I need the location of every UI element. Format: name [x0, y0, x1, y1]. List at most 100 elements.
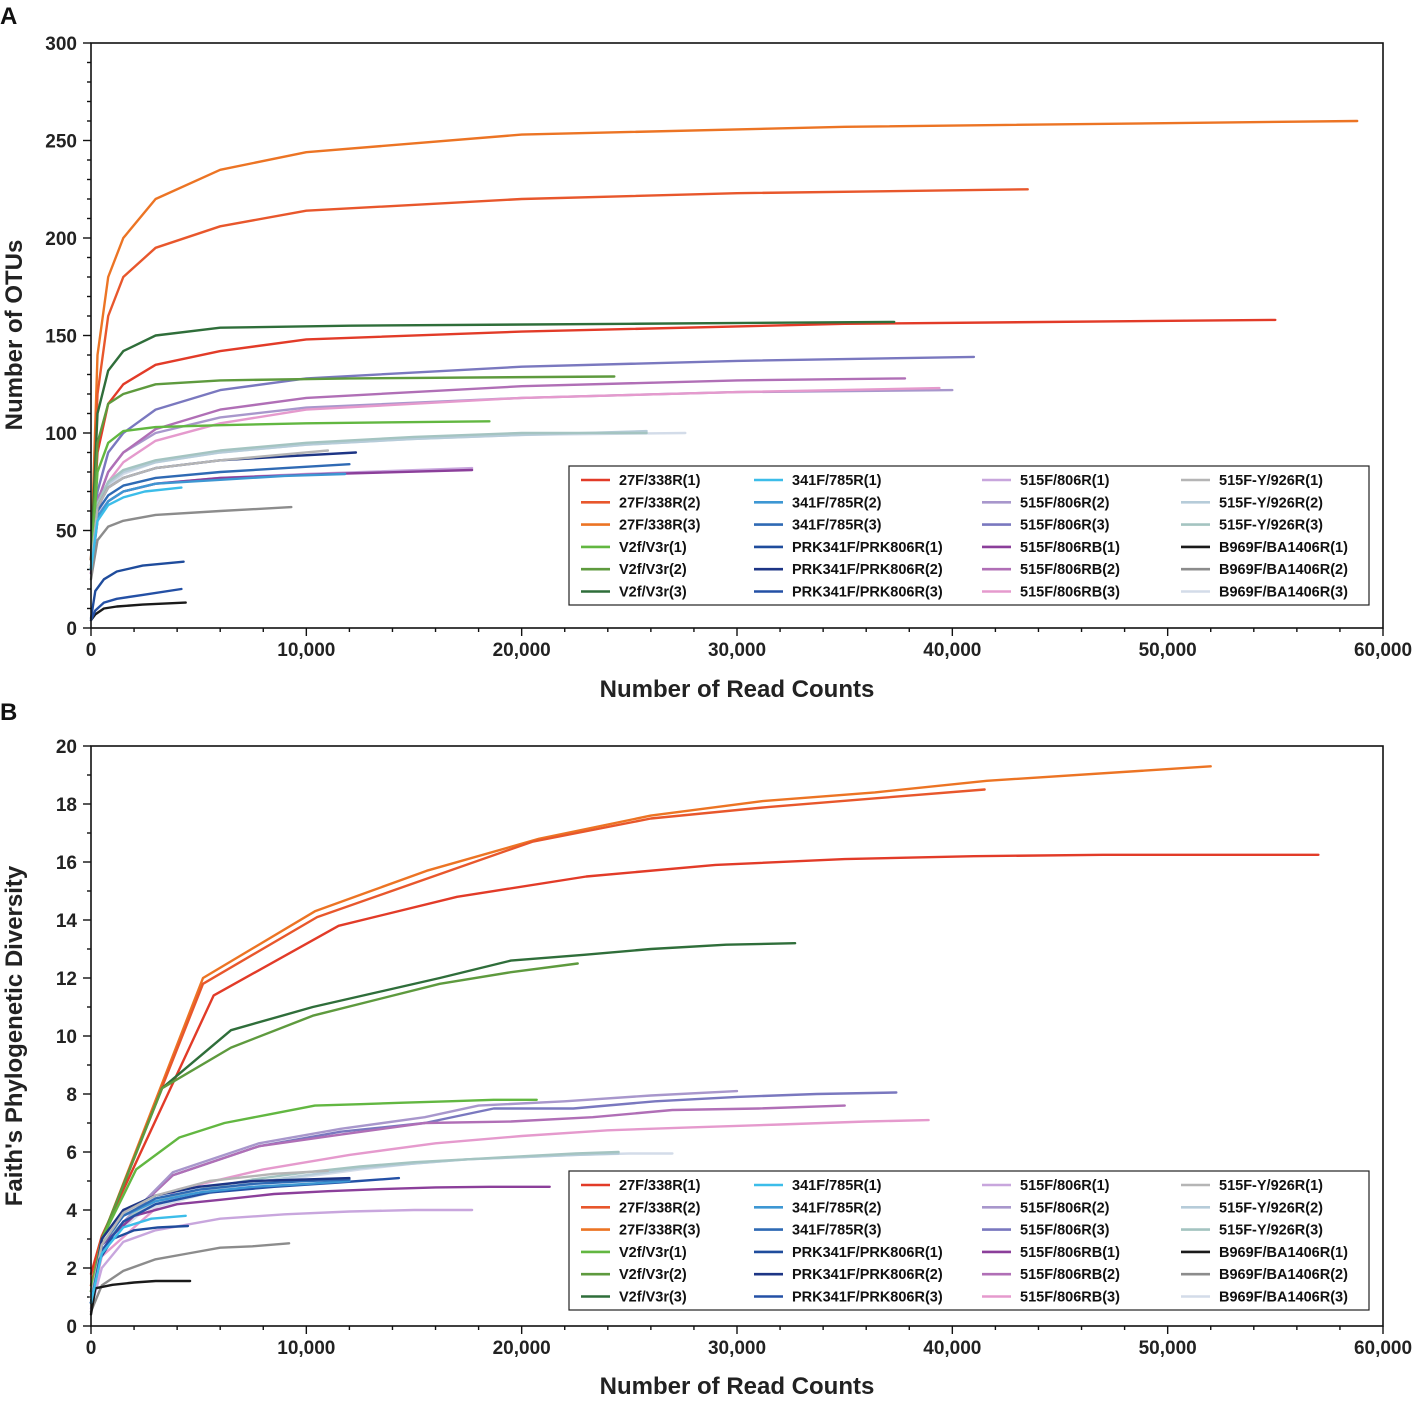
panel-b-ticks: 0 10,000 20,000 30,000 40,000 50,000 60,000 0 2 4…: [56, 737, 1412, 1359]
legend-item: PRK341F/PRK806R(1): [754, 540, 943, 556]
legend-label: 515F/806RB(2): [1020, 562, 1120, 578]
legend-item: PRK341F/PRK806R(3): [754, 1290, 943, 1306]
y-tick-label: 8: [66, 1085, 77, 1106]
series-line-v2f-v3r-1: [89, 1098, 538, 1293]
legend-item: 515F/806RB(3): [982, 1290, 1120, 1306]
legend-label: B969F/BA1406R(2): [1219, 562, 1348, 578]
legend-label: PRK341F/PRK806R(1): [792, 540, 943, 556]
legend-item: 515F/806R(3): [982, 518, 1110, 534]
panel-b-legend: 27F/338R(1) 27F/338R(2) 27F/338R(3) V2f/V3r…: [568, 1170, 1370, 1311]
y-tick-label: 0: [66, 1317, 77, 1338]
series-line-515f-806rb-3: [89, 1118, 930, 1305]
legend-label: 515F/806RB(3): [1020, 585, 1120, 601]
legend-label: 515F/806RB(2): [1020, 1267, 1120, 1283]
panel-b: B 0 10,000 20,000 30,000 40,000 50,000 60,0000…: [0, 699, 1412, 1400]
legend-label: V2f/V3r(3): [619, 1290, 687, 1306]
legend-item: 341F/785R(1): [754, 1178, 882, 1194]
legend-label: B969F/BA1406R(3): [1219, 1290, 1348, 1306]
legend-item: 27F/338R(1): [581, 1178, 701, 1194]
legend-label: B969F/BA1406R(2): [1219, 1267, 1348, 1283]
legend-item: 515F/806R(2): [982, 1200, 1110, 1216]
y-tick-label: 18: [56, 795, 77, 816]
legend-label: 27F/338R(2): [619, 495, 701, 511]
series-line-v2f-v3r-3: [89, 320, 896, 561]
y-tick-label: 0: [66, 619, 77, 640]
legend-item: V2f/V3r(2): [581, 1267, 687, 1283]
panel-a: A 0 10,000 20,000 30,000 40,000 50,000 60,0000…: [0, 3, 1412, 703]
y-tick-label: 6: [66, 1143, 77, 1164]
legend-label: 27F/338R(1): [619, 473, 701, 489]
series-line-b969f-ba1406r-2: [89, 505, 293, 581]
legend-item: PRK341F/PRK806R(2): [754, 1267, 943, 1283]
legend-item: 515F/806R(1): [982, 473, 1110, 489]
legend-label: 341F/785R(1): [792, 473, 882, 489]
legend-item: 515F-Y/926R(3): [1181, 518, 1323, 534]
legend-item: V2f/V3r(3): [581, 585, 687, 601]
series-line-341f-785r-3: [89, 463, 351, 571]
panel-a-y-axis-label: Number of OTUs: [1, 240, 28, 431]
legend-item: B969F/BA1406R(2): [1181, 562, 1348, 578]
series-line-515f-y-926r-3: [89, 431, 648, 567]
legend-item: 515F-Y/926R(2): [1181, 495, 1323, 511]
x-tick-label: 60,000: [1354, 1338, 1412, 1359]
legend-label: 341F/785R(3): [792, 1223, 882, 1239]
legend-label: PRK341F/PRK806R(2): [792, 1267, 943, 1283]
panel-a-plot-frame: [90, 42, 1384, 629]
y-tick-label: 10: [56, 1027, 77, 1048]
x-tick-label: 0: [86, 1338, 97, 1359]
series-line-515f-y-926r-1: [89, 449, 330, 567]
legend-item: 27F/338R(2): [581, 495, 701, 511]
legend-item: 515F/806R(2): [982, 495, 1110, 511]
y-tick-label: 4: [66, 1201, 77, 1222]
legend-label: 515F/806R(2): [1020, 495, 1110, 511]
legend-item: 341F/785R(3): [754, 518, 882, 534]
series-line-515f-806rb-2: [89, 377, 907, 571]
legend-label: B969F/BA1406R(1): [1219, 1245, 1348, 1261]
legend-label: 341F/785R(2): [792, 1200, 882, 1216]
legend-item: 341F/785R(1): [754, 473, 882, 489]
legend-item: PRK341F/PRK806R(2): [754, 562, 943, 578]
series-line-27f-338r-3: [89, 765, 1212, 1287]
legend-item: 341F/785R(2): [754, 495, 882, 511]
legend-item: 341F/785R(3): [754, 1223, 882, 1239]
legend-item: 515F-Y/926R(1): [1181, 473, 1323, 489]
panel-b-series: [89, 765, 1320, 1316]
legend-label: 515F-Y/926R(1): [1219, 473, 1323, 489]
legend-item: B969F/BA1406R(2): [1181, 1267, 1348, 1283]
legend-label: 515F/806R(3): [1020, 1223, 1110, 1239]
legend-label: 515F/806RB(3): [1020, 1290, 1120, 1306]
series-line-341f-785r-2: [89, 472, 347, 571]
legend-label: 515F-Y/926R(3): [1219, 518, 1323, 534]
x-tick-label: 50,000: [1139, 1338, 1197, 1359]
legend-label: 515F/806RB(1): [1020, 1245, 1120, 1261]
legend-label: 515F-Y/926R(2): [1219, 1200, 1323, 1216]
x-tick-label: 0: [86, 640, 97, 661]
legend-label: 515F-Y/926R(1): [1219, 1178, 1323, 1194]
series-line-515f-y-926r-1: [89, 1169, 330, 1299]
legend-label: V2f/V3r(1): [619, 1245, 687, 1261]
legend-label: B969F/BA1406R(1): [1219, 540, 1348, 556]
y-tick-label: 12: [56, 969, 77, 990]
legend-label: 341F/785R(1): [792, 1178, 882, 1194]
series-line-b969f-ba1406r-2: [89, 1242, 291, 1313]
series-line-341f-785r-1: [89, 1214, 187, 1305]
panel-b-y-axis-label: Faith's Phylogenetic Diversity: [1, 865, 28, 1206]
series-line-v2f-v3r-1: [89, 420, 491, 571]
panel-a-legend-box: [568, 465, 1370, 606]
legend-label: 27F/338R(3): [619, 518, 701, 534]
legend-label: 515F/806R(2): [1020, 1200, 1110, 1216]
legend-item: B969F/BA1406R(1): [1181, 1245, 1348, 1261]
legend-label: V2f/V3r(1): [619, 540, 687, 556]
legend-item: V2f/V3r(2): [581, 562, 687, 578]
legend-item: V2f/V3r(1): [581, 540, 687, 556]
legend-item: PRK341F/PRK806R(1): [754, 1245, 943, 1261]
legend-label: 341F/785R(2): [792, 495, 882, 511]
series-line-v2f-v3r-2: [89, 962, 579, 1293]
legend-label: V2f/V3r(2): [619, 562, 687, 578]
series-line-515f-806r-1: [89, 466, 474, 571]
series-line-515f-806rb-1: [89, 1185, 551, 1305]
series-line-prk341f-prk806r-2: [89, 1176, 351, 1305]
legend-label: 515F/806R(3): [1020, 518, 1110, 534]
series-line-27f-338r-2: [89, 188, 1029, 561]
